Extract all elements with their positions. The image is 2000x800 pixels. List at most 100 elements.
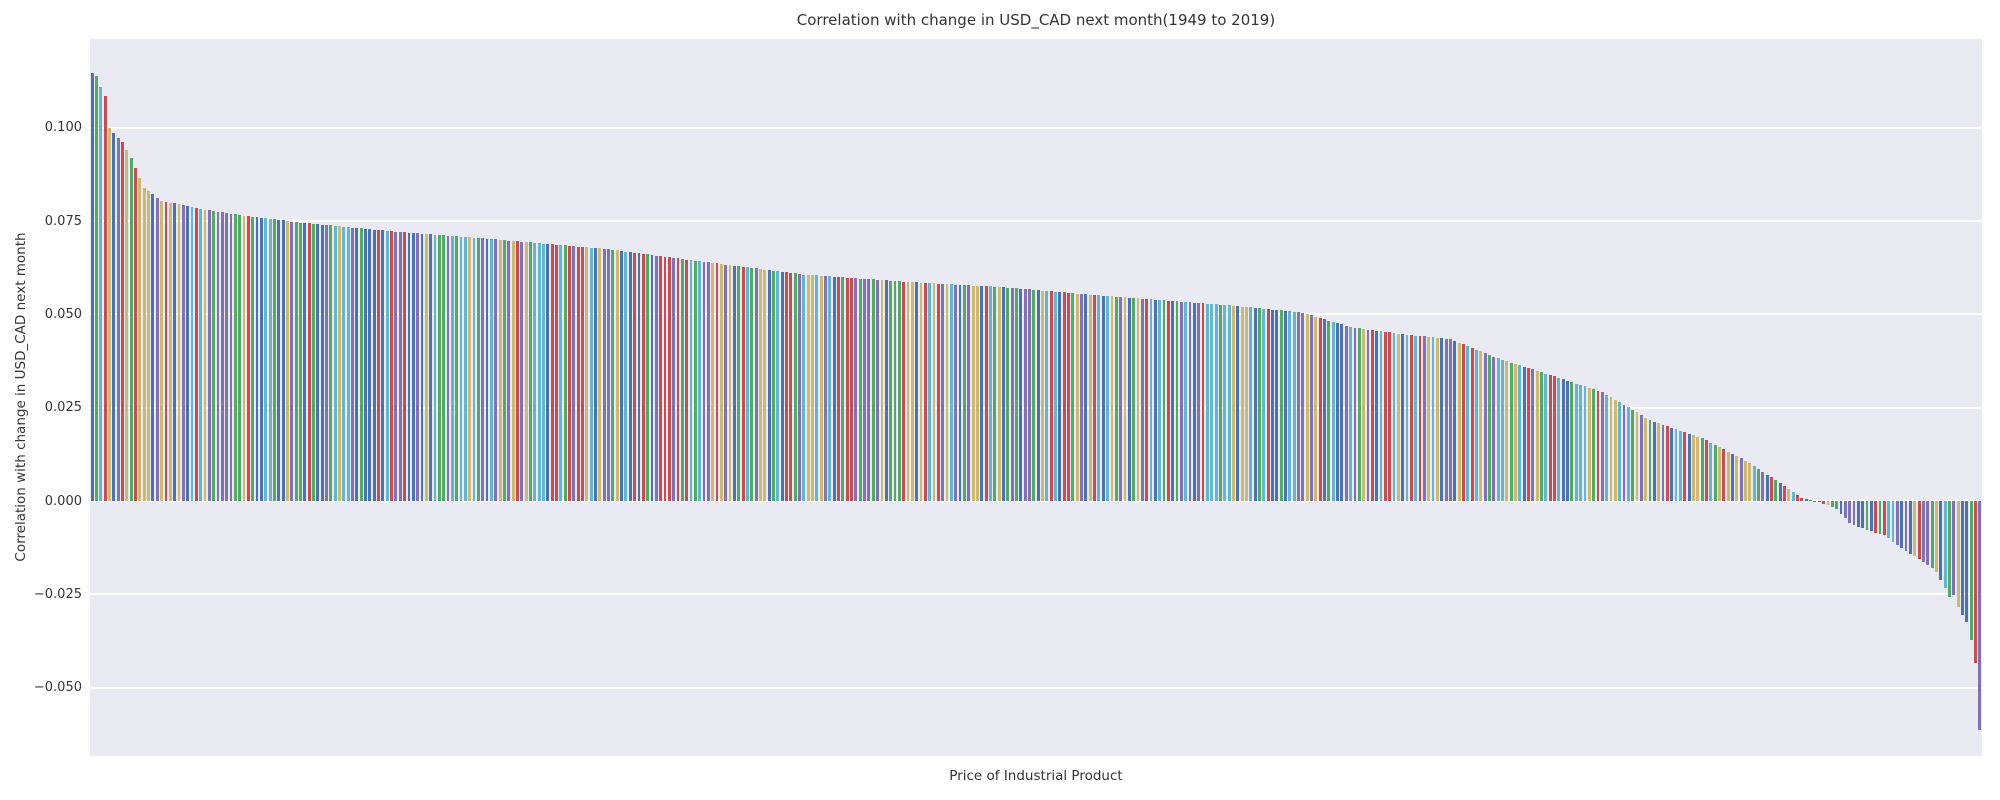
bar	[1431, 337, 1435, 502]
bar	[1444, 338, 1448, 502]
bar	[168, 202, 172, 502]
bar	[680, 258, 684, 502]
bar	[325, 225, 328, 502]
bar	[1809, 500, 1813, 502]
bar	[1049, 291, 1053, 502]
bar	[1531, 369, 1535, 502]
bar	[993, 286, 997, 502]
bar	[1475, 349, 1478, 502]
bar	[502, 240, 506, 502]
bar	[1275, 310, 1279, 502]
bar	[715, 263, 719, 502]
bar	[1314, 316, 1318, 502]
chart-title: Correlation with change in USD_CAD next …	[796, 11, 1276, 29]
grid-line	[90, 406, 1982, 409]
bar	[1409, 335, 1413, 502]
bar	[828, 276, 832, 502]
bar	[516, 241, 519, 502]
y-tick-label: 0.000	[44, 493, 82, 509]
bar	[1214, 304, 1218, 502]
grid-line	[90, 220, 1982, 223]
bar	[967, 285, 971, 502]
bar	[1080, 293, 1083, 502]
bar	[728, 265, 732, 502]
bar	[884, 280, 888, 502]
bar	[563, 245, 567, 502]
bar	[312, 223, 315, 502]
bar	[1019, 288, 1023, 502]
bar	[1930, 501, 1934, 569]
bar	[468, 237, 472, 502]
bar	[1622, 404, 1626, 502]
bar	[594, 248, 597, 502]
bar	[1579, 384, 1583, 502]
bar	[1396, 333, 1400, 502]
bar	[1770, 477, 1773, 502]
bar	[1869, 501, 1873, 532]
bar	[633, 252, 637, 502]
bar	[90, 72, 94, 502]
bar	[841, 277, 845, 502]
bar	[108, 127, 111, 502]
bar	[1266, 309, 1270, 502]
bar	[1852, 501, 1856, 526]
bar	[1904, 501, 1908, 551]
bar	[1718, 447, 1721, 502]
bar	[1062, 292, 1066, 502]
bar	[1010, 287, 1014, 502]
bar	[589, 247, 593, 502]
bar	[1639, 414, 1643, 502]
bar	[1427, 336, 1431, 502]
bar	[442, 235, 446, 502]
bar	[1605, 394, 1609, 502]
bar	[277, 219, 281, 502]
bar	[238, 214, 242, 502]
bar	[854, 278, 858, 502]
bar	[368, 229, 372, 502]
bar	[103, 96, 107, 502]
x-axis-label: Price of Industrial Product	[949, 768, 1123, 784]
bar	[1848, 501, 1852, 524]
bar	[355, 227, 359, 502]
bar	[459, 236, 463, 502]
bar	[1774, 480, 1778, 502]
bar	[906, 281, 910, 502]
bar	[1197, 302, 1201, 502]
bar	[1088, 294, 1092, 502]
bar	[1913, 501, 1917, 557]
bar	[1609, 397, 1613, 502]
bar	[1657, 423, 1661, 502]
bar	[316, 224, 320, 502]
bar	[1344, 325, 1348, 502]
bar	[1908, 501, 1912, 554]
bar	[1895, 501, 1899, 546]
bar	[611, 249, 615, 502]
bar	[524, 242, 528, 502]
bar	[1223, 305, 1227, 502]
bar	[112, 133, 116, 502]
bar	[1188, 302, 1192, 502]
bar	[1796, 495, 1799, 502]
bar	[923, 282, 927, 502]
bar	[568, 245, 571, 502]
bar	[1509, 362, 1513, 502]
bar	[1236, 306, 1240, 502]
bar	[1813, 501, 1817, 503]
bar	[685, 259, 689, 502]
y-tick-label: 0.100	[44, 120, 82, 136]
bar	[1357, 328, 1361, 502]
bar	[1388, 332, 1392, 502]
bar	[819, 275, 823, 502]
bar	[798, 273, 801, 502]
bar	[615, 250, 619, 502]
bar	[1861, 501, 1865, 529]
bar	[1891, 501, 1895, 542]
bar	[1249, 307, 1253, 502]
bar	[147, 191, 150, 502]
bar	[620, 251, 623, 502]
bar	[1457, 342, 1461, 502]
bar	[1505, 361, 1509, 502]
bar	[1978, 501, 1982, 730]
bar	[1045, 290, 1049, 502]
bar	[134, 167, 137, 502]
